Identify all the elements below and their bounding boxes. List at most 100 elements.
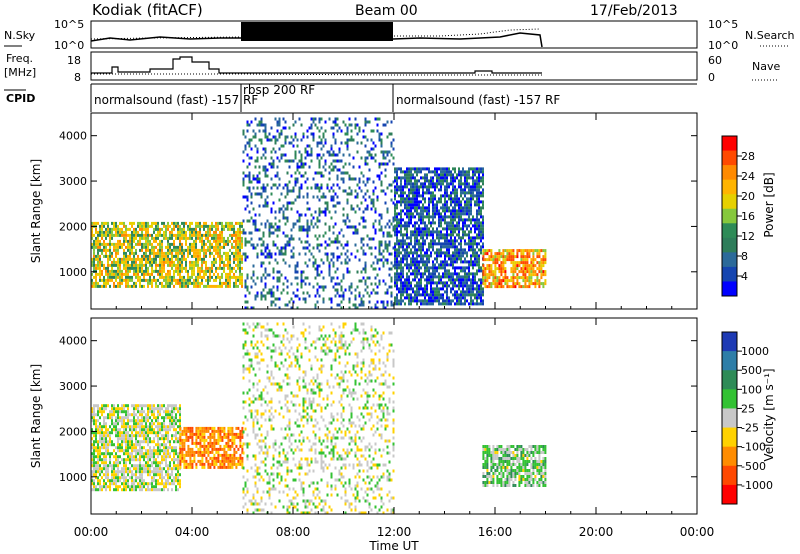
power-cell (460, 227, 462, 231)
velocity-cell (101, 434, 103, 438)
power-cell (324, 231, 327, 235)
power-cell (296, 288, 299, 292)
power-cell (430, 230, 432, 234)
power-cell (244, 279, 247, 283)
power-cell (221, 260, 223, 264)
power-cell (528, 276, 531, 280)
power-cell (396, 272, 398, 276)
power-cell (169, 233, 171, 237)
power-cell (324, 120, 327, 124)
power-cell (402, 170, 404, 174)
power-cell (382, 156, 385, 160)
power-cell (153, 254, 155, 258)
power-cell (312, 135, 315, 139)
power-cell (404, 281, 406, 285)
power-cell (205, 278, 207, 282)
power-cell (147, 230, 149, 234)
power-cell (466, 197, 468, 201)
power-cell (316, 291, 319, 295)
power-cell (464, 296, 466, 300)
power-cell (294, 267, 297, 271)
velocity-cell (91, 455, 93, 459)
power-cell (107, 275, 109, 279)
power-cell (408, 293, 410, 297)
power-cell (300, 240, 303, 244)
velocity-cell (119, 449, 121, 453)
power-cell (426, 281, 428, 285)
power-cell (264, 198, 267, 202)
power-cell (298, 192, 301, 196)
power-cell (316, 282, 319, 286)
power-cell (141, 248, 143, 252)
power-cell (388, 267, 391, 271)
power-cell (478, 179, 480, 183)
power-cell (336, 168, 339, 172)
power-cell (334, 270, 337, 274)
power-cell (97, 233, 99, 237)
power-cell (474, 275, 476, 279)
power-cell (193, 278, 195, 282)
power-cell (424, 284, 426, 288)
power-cell (386, 153, 389, 157)
power-cell (290, 282, 293, 286)
velocity-cell (127, 437, 129, 441)
velocity-cell (117, 467, 119, 471)
velocity-cell (129, 413, 131, 417)
colorbar-segment (722, 208, 737, 224)
power-cell (237, 278, 239, 282)
power-cell (442, 173, 444, 177)
power-cell (298, 219, 301, 223)
power-cell (229, 272, 231, 276)
power-cell (454, 248, 456, 252)
power-cell (388, 252, 391, 256)
power-cell (316, 288, 319, 292)
power-cell (231, 236, 233, 240)
power-cell (105, 233, 107, 237)
power-cell (404, 233, 406, 237)
power-cell (518, 282, 521, 286)
power-cell (304, 162, 307, 166)
power-cell (147, 260, 149, 264)
power-cell (374, 303, 377, 307)
power-cell (207, 239, 209, 243)
power-cell (217, 242, 219, 246)
velocity-cell (101, 461, 103, 465)
power-cell (528, 255, 531, 259)
power-cell (448, 278, 450, 282)
power-cell (518, 276, 521, 280)
power-cell (420, 194, 422, 198)
power-cell (169, 245, 171, 249)
power-cell (490, 282, 493, 286)
velocity-cell (129, 437, 131, 441)
power-cell (368, 294, 371, 298)
power-cell (235, 251, 237, 255)
power-cell (420, 209, 422, 213)
velocity-cell (127, 485, 129, 489)
power-cell (248, 171, 251, 175)
power-cell (217, 233, 219, 237)
power-cell (254, 117, 257, 121)
power-cell (223, 236, 225, 240)
power-cell (330, 198, 333, 202)
power-cell (167, 236, 169, 240)
power-cell (111, 275, 113, 279)
power-cell (474, 293, 476, 297)
power-cell (390, 141, 393, 145)
power-cell (107, 263, 109, 267)
power-cell (404, 176, 406, 180)
velocity-cell (115, 434, 117, 438)
power-cell (270, 126, 273, 130)
power-cell (526, 261, 529, 265)
power-cell (229, 284, 231, 288)
power-cell (406, 200, 408, 204)
velocity-cell (117, 413, 119, 417)
power-cell (478, 269, 480, 273)
power-cell (486, 285, 489, 289)
power-cell (103, 224, 105, 228)
power-cell (179, 266, 181, 270)
power-cell (237, 266, 239, 270)
power-cell (480, 236, 482, 240)
power-cell (211, 245, 213, 249)
power-cell (440, 221, 442, 225)
power-cell (123, 260, 125, 264)
